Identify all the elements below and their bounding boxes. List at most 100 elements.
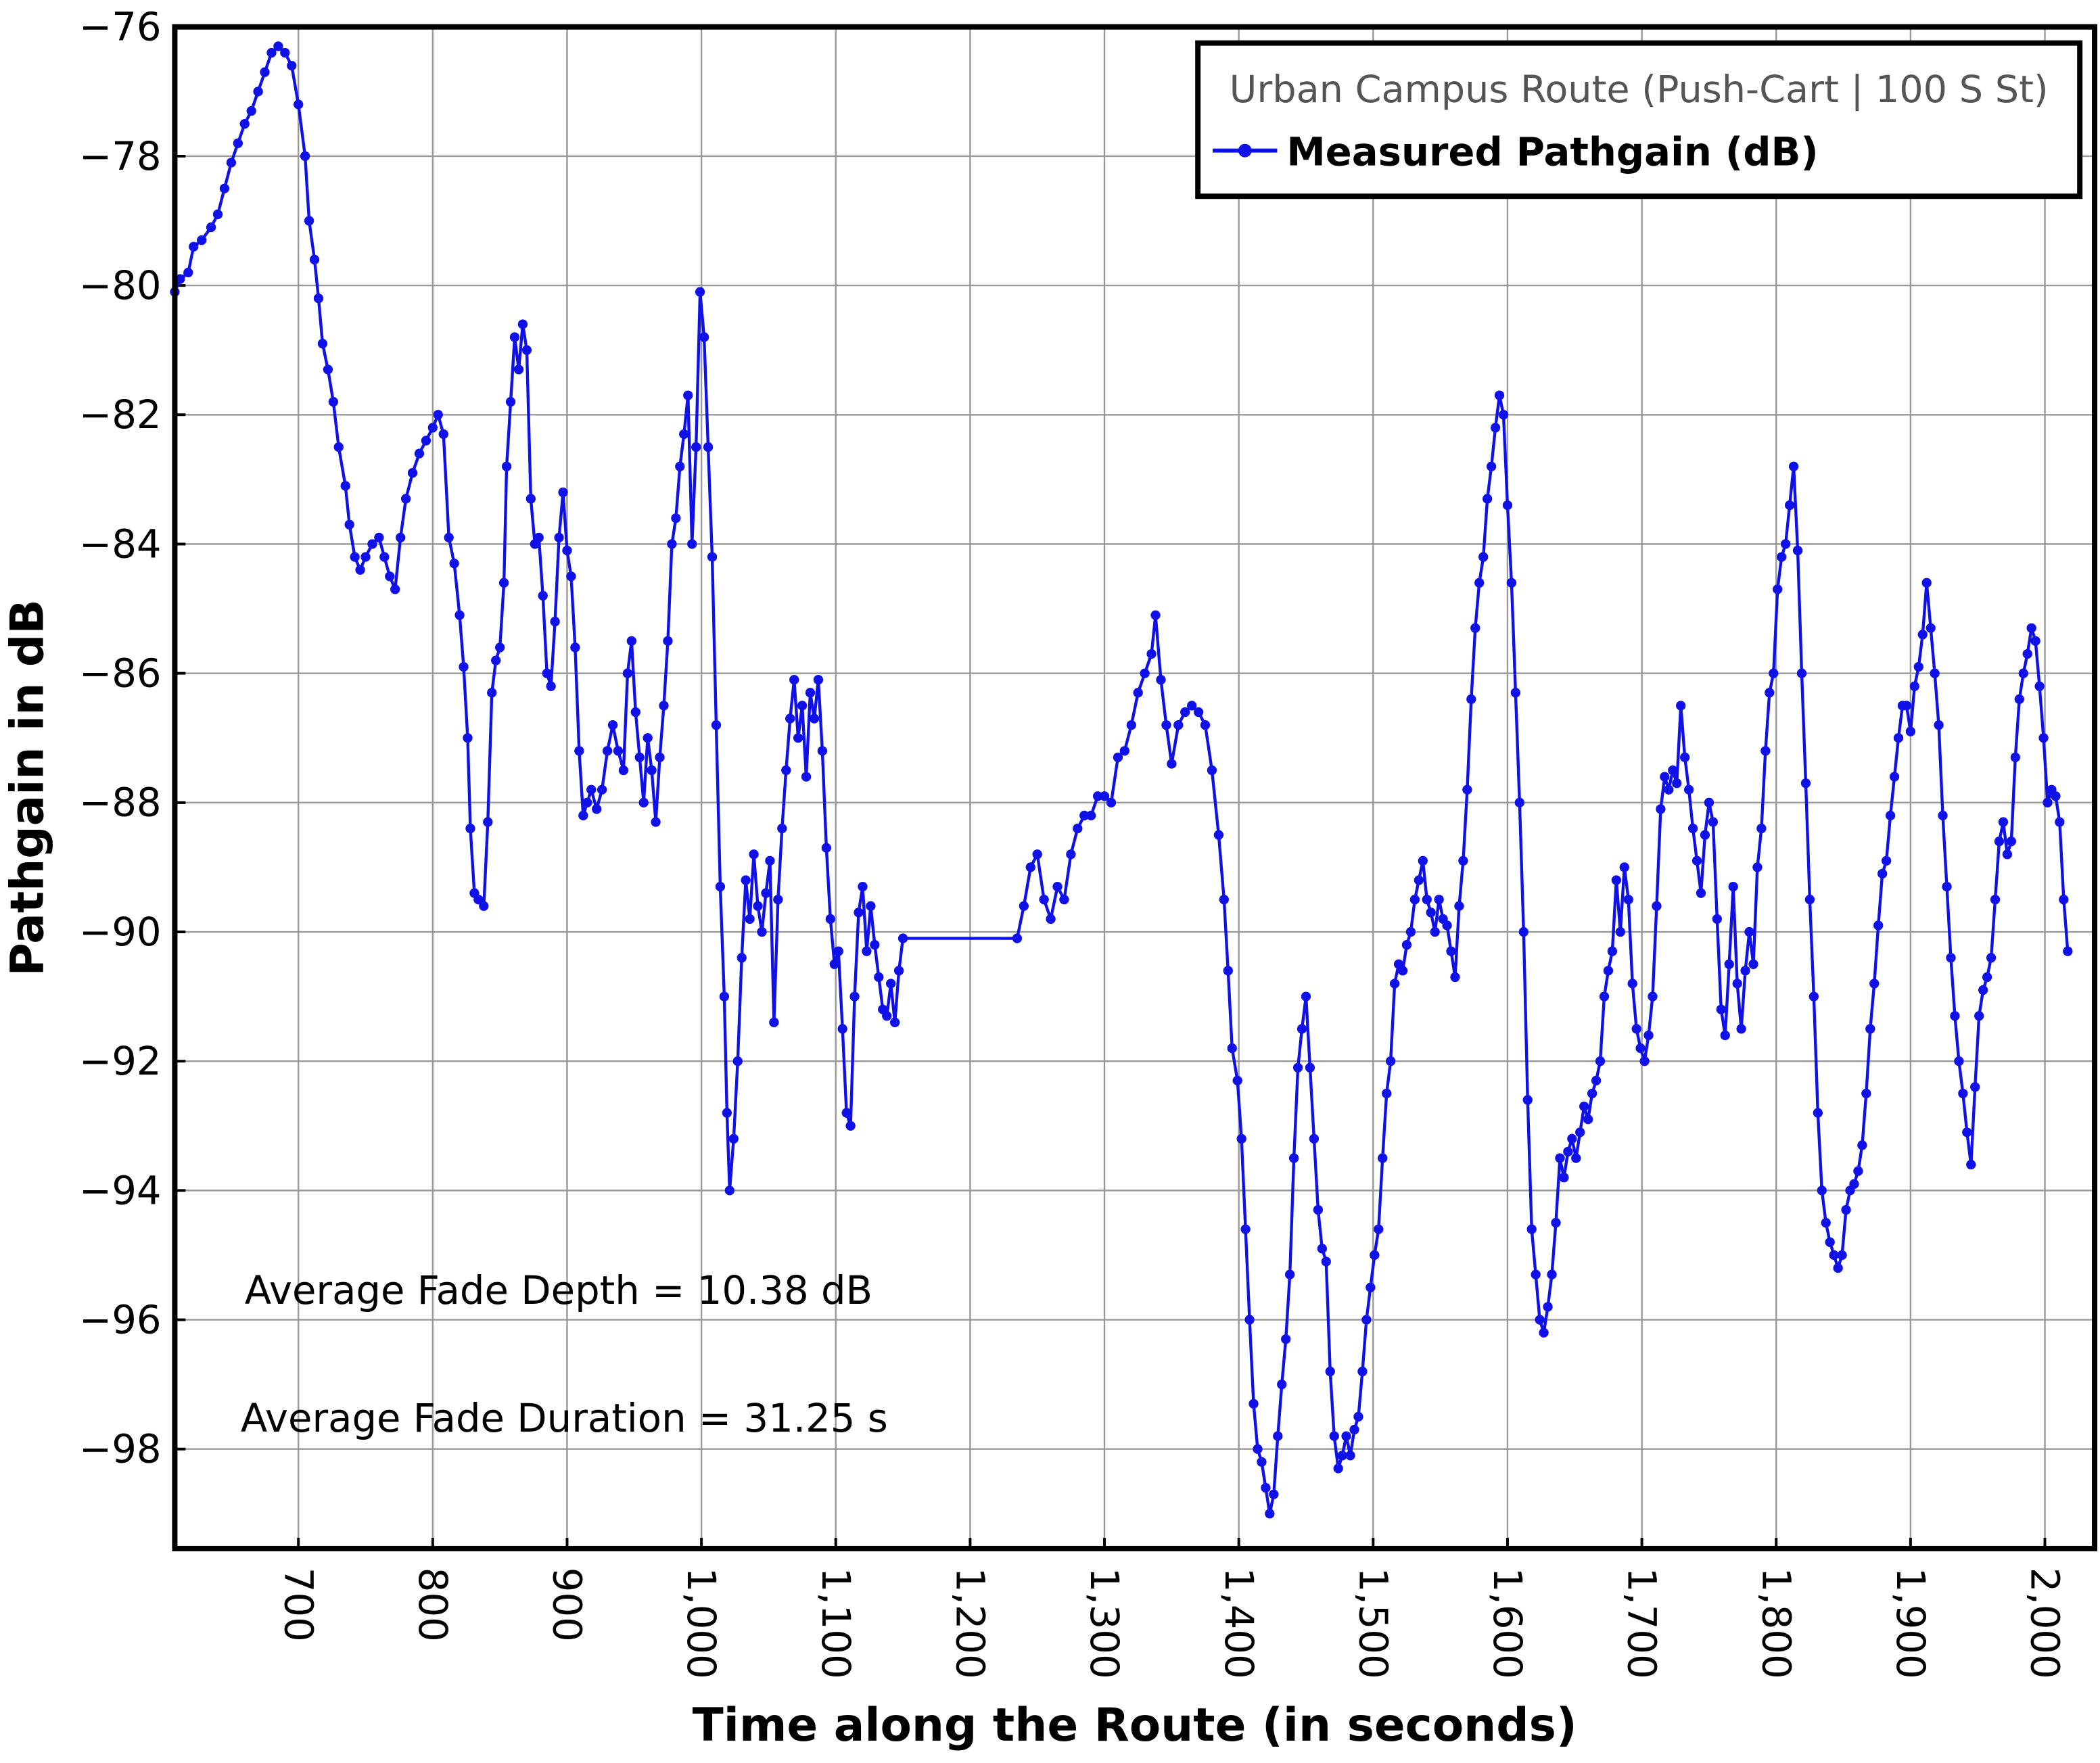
data-point (1809, 991, 1819, 1002)
data-point (797, 701, 808, 711)
data-point (1462, 784, 1472, 795)
data-point (613, 746, 624, 756)
data-point (1370, 1250, 1380, 1261)
data-point (554, 532, 564, 543)
data-point (675, 461, 685, 471)
data-point (2018, 668, 2028, 678)
data-point (558, 487, 568, 498)
data-point (622, 668, 633, 678)
x-tick-label: 700 (275, 1568, 321, 1642)
data-point (501, 461, 512, 471)
data-point (655, 752, 665, 763)
data-point (1207, 765, 1217, 776)
data-point (2055, 817, 2065, 827)
data-point (1397, 966, 1408, 976)
data-point (350, 552, 360, 562)
data-point (1244, 1315, 1255, 1325)
data-point (1126, 720, 1136, 730)
data-point (239, 118, 250, 129)
data-point (2026, 623, 2036, 633)
data-point (1494, 390, 1505, 400)
data-point (1401, 939, 1412, 950)
data-point (1829, 1250, 1839, 1261)
data-point (1792, 545, 1803, 556)
data-point (1926, 623, 1936, 633)
data-point (829, 959, 839, 969)
data-point (699, 332, 709, 342)
legend-title: Urban Campus Route (Push-Cart | 100 S St… (1230, 68, 2049, 112)
data-point (1025, 862, 1035, 872)
data-point (246, 105, 256, 116)
data-point (219, 183, 230, 193)
data-point (1696, 888, 1706, 898)
data-point (183, 267, 193, 278)
data-point (1478, 552, 1489, 562)
data-point (1744, 926, 1754, 937)
y-tick-label: −78 (79, 133, 162, 179)
data-point (1687, 823, 1698, 834)
data-point (2038, 733, 2049, 743)
data-point (574, 746, 584, 756)
data-point (2010, 752, 2020, 763)
data-point (449, 558, 459, 569)
data-point (340, 481, 350, 491)
data-point (1813, 1108, 1823, 1118)
data-point (390, 584, 400, 594)
data-point (773, 895, 783, 905)
data-point (1587, 1088, 1597, 1099)
data-point (715, 881, 726, 892)
data-point (1796, 668, 1807, 678)
data-point (1575, 1127, 1585, 1137)
data-point (647, 765, 657, 776)
data-point (671, 513, 681, 523)
data-point (1986, 953, 1997, 963)
data-point (1430, 926, 1440, 937)
data-point (421, 436, 431, 446)
data-point (1921, 578, 1932, 588)
data-point (1958, 1088, 1968, 1099)
data-point (592, 804, 602, 814)
data-point (1265, 1509, 1275, 1519)
data-point (1325, 1366, 1335, 1377)
data-point (858, 881, 868, 892)
data-point (498, 578, 509, 588)
data-point (1913, 661, 1923, 672)
data-point (1329, 1431, 1339, 1441)
data-point (1631, 1024, 1641, 1034)
data-point (1938, 810, 1948, 821)
data-point (862, 946, 872, 956)
data-point (1861, 1088, 1871, 1099)
data-point (454, 610, 465, 620)
data-point (679, 429, 689, 440)
data-point (233, 138, 243, 148)
data-point (1970, 1082, 1980, 1092)
data-point (765, 855, 775, 866)
data-point (1736, 1024, 1746, 1034)
data-point (1514, 797, 1524, 807)
data-point (1167, 759, 1177, 769)
data-point (1724, 959, 1734, 969)
y-tick-label: −76 (79, 4, 162, 50)
data-point (206, 222, 216, 233)
data-point (1140, 668, 1150, 678)
data-point (683, 390, 693, 400)
data-point (578, 810, 588, 821)
data-point (396, 532, 406, 543)
data-point (1869, 979, 1880, 989)
data-point (722, 1108, 732, 1118)
x-tick-label: 1,800 (1753, 1568, 1799, 1679)
x-tick-label: 1,500 (1350, 1568, 1396, 1679)
x-tick-label: 1,600 (1485, 1568, 1531, 1679)
data-point (328, 397, 338, 407)
data-point (1954, 1056, 1964, 1066)
legend-label: Measured Pathgain (dB) (1286, 128, 1818, 174)
data-point (1052, 881, 1063, 892)
data-point (874, 972, 884, 983)
data-point (1595, 1056, 1606, 1066)
data-point (630, 707, 640, 718)
y-tick-label: −84 (79, 521, 162, 567)
data-point (1962, 1127, 1972, 1137)
data-point (1780, 539, 1791, 549)
data-point (638, 797, 649, 807)
